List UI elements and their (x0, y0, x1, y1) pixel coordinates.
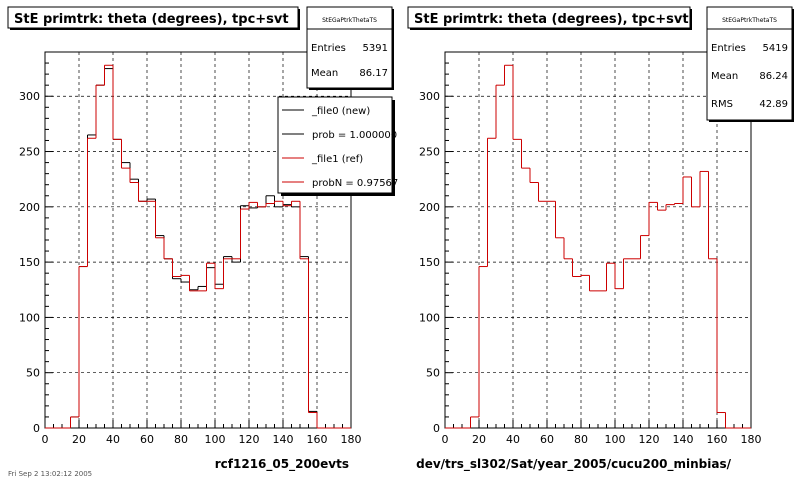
x-tick-label: 100 (205, 433, 226, 446)
stats-label-entries: Entries (311, 43, 346, 54)
legend-entry: prob = 1.000000 (312, 130, 397, 141)
y-tick-label: 300 (419, 90, 440, 103)
histogram-series-ref (45, 64, 351, 429)
x-tick-label: 20 (72, 433, 86, 446)
y-tick-label: 250 (419, 146, 440, 159)
histogram-series-ref (445, 64, 751, 429)
plot-frame (444, 51, 752, 429)
stats-label-mean: Mean (311, 68, 338, 79)
footer-timestamp: Fri Sep 2 13:02:12 2005 (8, 470, 92, 478)
chart-title: StE primtrk: theta (degrees), tpc+svt (14, 12, 289, 27)
x-tick-label: 180 (341, 433, 362, 446)
legend: _file0 (new) prob = 1.000000 _file1 (ref) p… (277, 96, 398, 196)
y-tick-label: 200 (419, 201, 440, 214)
legend-entry: probN = 0.97567 (312, 178, 398, 189)
y-tick-label: 100 (419, 311, 440, 324)
stats-value-entries: 5391 (363, 43, 388, 54)
x-tick-label: 60 (540, 433, 554, 446)
stats-histogram-name: StEGaPtrkThetaTS (322, 17, 377, 24)
y-tick-label: 50 (26, 367, 40, 380)
stats-value-rms: 42.89 (759, 99, 788, 110)
legend-entry: _file0 (new) (311, 106, 370, 117)
x-tick-label: 140 (673, 433, 694, 446)
x-tick-label: 0 (42, 433, 49, 446)
title-box (7, 6, 299, 29)
x-tick-label: 80 (174, 433, 188, 446)
y-tick-label: 0 (33, 422, 40, 435)
x-tick-label: 140 (273, 433, 294, 446)
y-tick-label: 300 (19, 90, 40, 103)
stats-label-entries: Entries (711, 43, 746, 54)
x-axis-label: rcf1216_05_200evts (215, 457, 349, 472)
x-tick-label: 100 (605, 433, 626, 446)
legend-entry: _file1 (ref) (311, 154, 363, 165)
y-tick-label: 150 (419, 256, 440, 269)
x-tick-label: 120 (639, 433, 660, 446)
stats-value-entries: 5419 (763, 43, 788, 54)
histogram-panel-right: 0 20 40 60 80 100 120 140 160 180 0 50 100 150 200 250 3… (407, 6, 794, 472)
stats-value-mean: 86.24 (759, 71, 788, 82)
x-tick-label: 160 (307, 433, 328, 446)
stats-value-mean: 86.17 (359, 68, 388, 79)
y-tick-label: 50 (426, 367, 440, 380)
y-tick-label: 250 (19, 146, 40, 159)
stats-box (706, 6, 793, 121)
stats-label-mean: Mean (711, 71, 738, 82)
y-tick-label: 100 (19, 311, 40, 324)
chart-title: StE primtrk: theta (degrees), tpc+svt (414, 12, 689, 27)
x-axis-label: dev/trs_sl302/Sat/year_2005/cucu200_minb… (416, 457, 732, 472)
stats-histogram-name: StEGaPtrkThetaTS (722, 17, 777, 24)
x-tick-label: 80 (574, 433, 588, 446)
stats-label-rms: RMS (711, 99, 733, 110)
y-tick-label: 150 (19, 256, 40, 269)
x-tick-label: 20 (472, 433, 486, 446)
y-tick-label: 200 (19, 201, 40, 214)
stats-box (306, 6, 393, 89)
x-tick-label: 120 (239, 433, 260, 446)
x-tick-label: 40 (106, 433, 120, 446)
y-tick-label: 0 (433, 422, 440, 435)
x-tick-label: 180 (741, 433, 762, 446)
histogram-panel-left: 0 20 40 60 80 100 120 140 160 180 0 50 100 150 200 250 3… (7, 6, 398, 472)
x-tick-label: 40 (506, 433, 520, 446)
legend-box (277, 96, 393, 194)
x-tick-label: 60 (140, 433, 154, 446)
x-tick-label: 0 (442, 433, 449, 446)
x-tick-label: 160 (707, 433, 728, 446)
title-box (407, 6, 691, 29)
